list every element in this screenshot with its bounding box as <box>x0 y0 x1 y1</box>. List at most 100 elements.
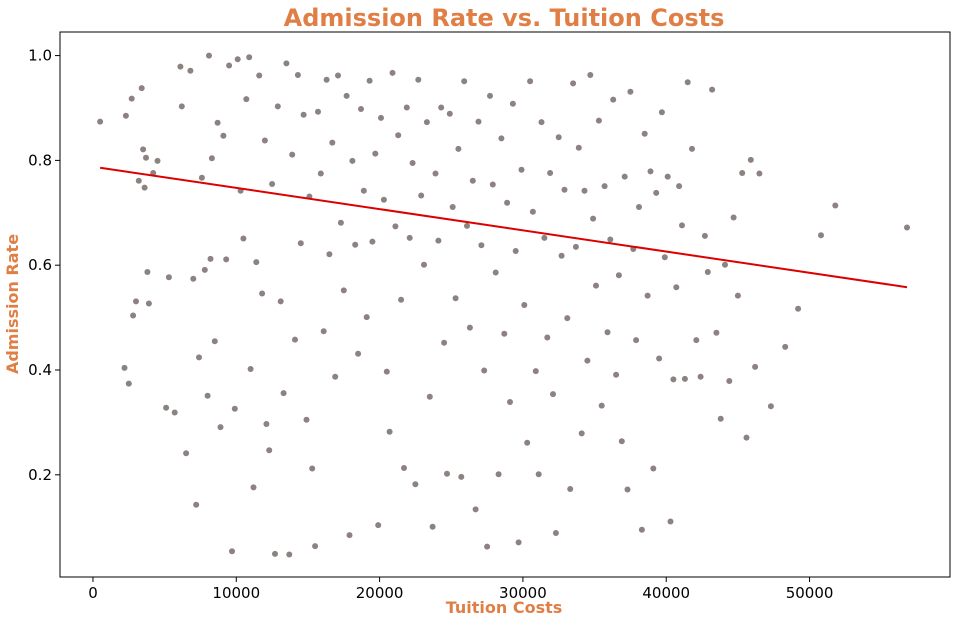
data-point <box>464 222 470 229</box>
data-point <box>730 214 737 221</box>
data-point <box>676 183 683 190</box>
data-point <box>701 232 708 239</box>
data-point <box>274 103 281 110</box>
data-point <box>509 100 516 107</box>
data-point <box>598 402 605 409</box>
data-point <box>256 72 263 79</box>
data-point <box>343 92 350 99</box>
data-point <box>243 96 250 103</box>
data-point <box>818 232 824 239</box>
data-point <box>294 72 301 78</box>
data-point <box>567 486 574 492</box>
data-point <box>578 430 585 437</box>
data-point <box>380 196 387 203</box>
data-point <box>317 170 324 177</box>
data-point <box>581 187 588 194</box>
data-point <box>177 63 184 70</box>
data-point <box>337 219 344 226</box>
data-point <box>326 251 333 258</box>
data-point <box>409 160 416 166</box>
data-point <box>234 56 241 63</box>
data-point <box>432 170 439 177</box>
data-point <box>340 287 347 294</box>
data-point <box>504 199 511 206</box>
data-point <box>289 151 296 158</box>
y-axis-label: Admission Rate <box>3 234 22 374</box>
data-point <box>389 69 396 76</box>
data-point <box>684 79 691 86</box>
data-point <box>713 329 720 336</box>
data-point <box>423 119 430 126</box>
data-point <box>661 254 668 261</box>
data-point <box>544 334 551 341</box>
data-point <box>521 302 528 308</box>
data-point <box>726 378 733 384</box>
data-point <box>133 298 139 305</box>
data-point <box>272 550 278 557</box>
x-tick-label: 30000 <box>499 584 547 602</box>
data-point <box>621 173 628 180</box>
data-point <box>358 106 364 112</box>
x-tick-label: 20000 <box>356 584 404 602</box>
data-point <box>604 329 611 336</box>
data-point <box>183 450 190 457</box>
data-point <box>360 187 367 194</box>
data-point <box>743 434 750 441</box>
data-point <box>478 242 485 249</box>
data-point <box>466 324 473 331</box>
data-point <box>441 339 448 346</box>
data-point <box>484 543 491 550</box>
data-point <box>375 522 382 529</box>
data-point <box>501 330 508 337</box>
data-point <box>529 208 536 215</box>
data-point <box>178 103 185 110</box>
data-point <box>438 104 445 111</box>
data-point <box>323 76 330 83</box>
data-point <box>552 530 559 536</box>
data-point <box>392 223 399 230</box>
data-point <box>187 67 194 74</box>
data-point <box>349 157 356 164</box>
data-point <box>406 234 413 241</box>
data-point <box>444 470 450 477</box>
data-point <box>165 274 172 281</box>
data-point <box>670 376 677 383</box>
data-point <box>309 465 316 472</box>
data-point <box>229 548 235 555</box>
data-point <box>717 415 724 422</box>
data-point <box>122 112 129 119</box>
data-point <box>426 393 433 400</box>
data-point <box>369 238 376 245</box>
y-tick-label: 0.6 <box>28 256 52 274</box>
data-point <box>259 290 266 297</box>
data-point <box>121 364 128 371</box>
data-point <box>144 269 151 275</box>
data-point <box>190 275 197 282</box>
data-point <box>475 118 482 125</box>
data-point <box>207 255 214 262</box>
data-point <box>452 295 459 302</box>
data-point <box>128 95 135 102</box>
data-point <box>303 416 310 423</box>
data-point <box>613 371 620 378</box>
data-point <box>561 186 568 193</box>
chart-title: Admission Rate vs. Tuition Costs <box>284 4 725 32</box>
data-point <box>489 181 496 188</box>
data-point <box>498 135 505 142</box>
data-point <box>689 145 695 152</box>
data-point <box>658 109 665 116</box>
data-point <box>795 305 802 312</box>
data-point <box>286 551 293 558</box>
data-point <box>261 137 268 144</box>
data-point <box>163 404 170 411</box>
data-point <box>650 465 657 472</box>
data-point <box>449 204 456 210</box>
data-point <box>575 144 582 151</box>
data-point <box>398 296 405 303</box>
data-point <box>538 119 545 126</box>
data-point <box>226 62 233 69</box>
data-point <box>220 132 227 139</box>
data-point <box>615 272 622 279</box>
y-tick-label: 0.2 <box>28 466 52 484</box>
data-point <box>734 292 741 299</box>
